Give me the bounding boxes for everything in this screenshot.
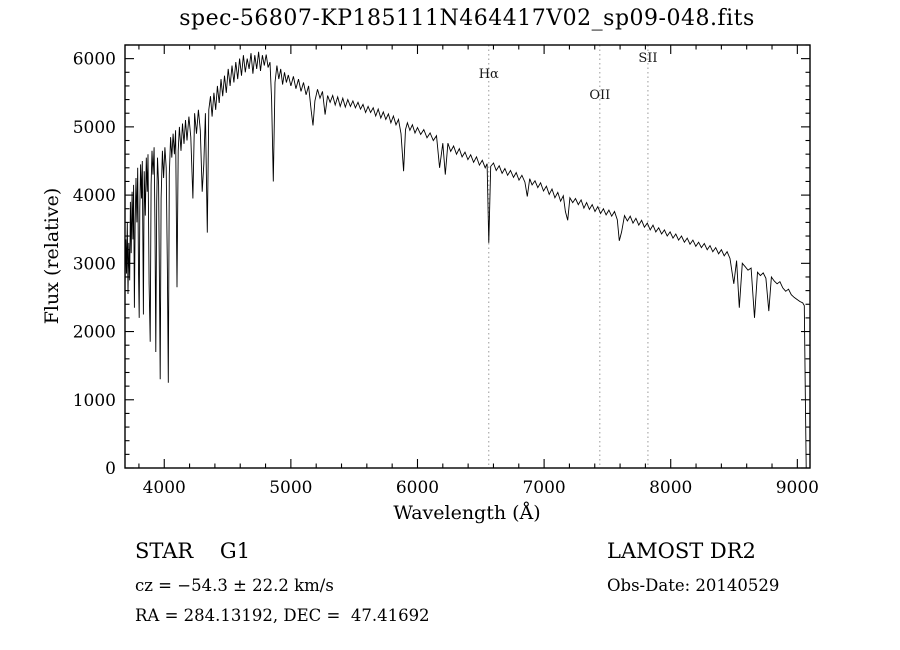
- svg-text:1000: 1000: [73, 391, 116, 411]
- svg-text:5000: 5000: [269, 478, 312, 498]
- svg-text:6000: 6000: [396, 478, 439, 498]
- y-axis-label: Flux (relative): [41, 187, 63, 325]
- plot-frame: [124, 44, 811, 469]
- svg-text:5000: 5000: [73, 118, 116, 138]
- x-axis-label: Wavelength (Å): [393, 502, 541, 524]
- spectral-line-markers: Hα OII SII: [479, 45, 658, 468]
- object-class-label: STAR G1: [135, 539, 251, 563]
- plot-title: spec-56807-KP185111N464417V02_sp09-048.f…: [179, 6, 755, 31]
- svg-text:8000: 8000: [649, 478, 692, 498]
- tick-labels: 4000 5000 6000 7000 8000 9000 0 1000 2000 3000 400…: [73, 50, 819, 498]
- obs-date: Obs-Date: 20140529: [607, 576, 780, 595]
- survey-label: LAMOST DR2: [607, 539, 756, 563]
- svg-text:4000: 4000: [73, 186, 116, 206]
- cz-value: cz = −54.3 ± 22.2 km/s: [135, 576, 334, 595]
- spectrum-trace: [124, 51, 807, 469]
- svg-text:2000: 2000: [73, 323, 116, 343]
- marker-line-label: SII: [638, 51, 657, 66]
- svg-text:7000: 7000: [522, 478, 565, 498]
- svg-text:3000: 3000: [73, 254, 116, 274]
- axis-ticks: [125, 44, 810, 469]
- svg-text:0: 0: [105, 459, 116, 479]
- marker-line-label: Hα: [479, 67, 499, 82]
- ra-dec-coords: RA = 284.13192, DEC = 47.41692: [135, 606, 430, 625]
- svg-text:4000: 4000: [143, 478, 186, 498]
- svg-text:6000: 6000: [73, 50, 116, 70]
- marker-line-label: OII: [589, 88, 610, 103]
- svg-text:9000: 9000: [776, 478, 819, 498]
